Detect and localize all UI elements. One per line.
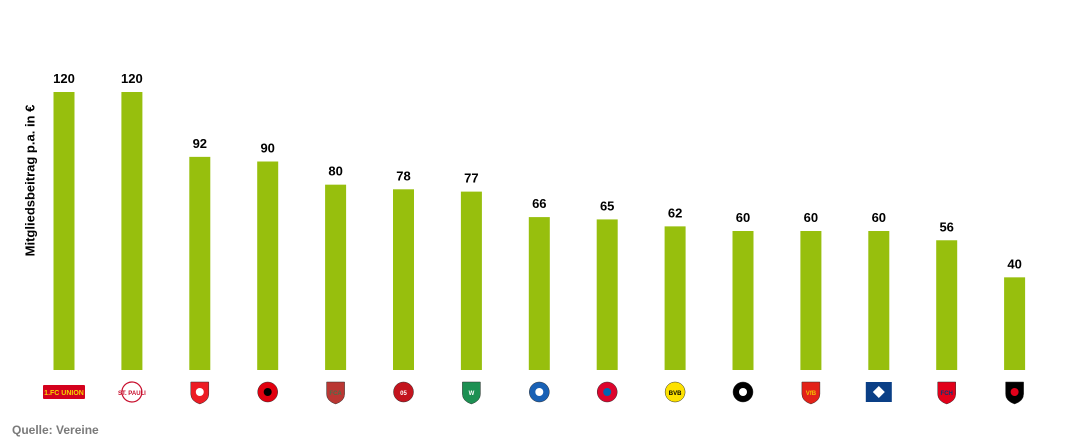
bar <box>257 161 279 370</box>
logo-detail <box>195 388 204 396</box>
bar <box>800 231 822 370</box>
st-pauli-logo-icon: ST. PAULI <box>118 381 146 403</box>
data-label: 78 <box>396 168 410 183</box>
logo-shape <box>43 385 85 399</box>
bar <box>1004 277 1026 370</box>
data-label: 120 <box>121 71 143 86</box>
logo-shape <box>393 381 414 403</box>
logo-shape <box>462 381 481 405</box>
freiburg-logo-icon <box>1005 381 1024 405</box>
bar <box>596 219 618 370</box>
data-label: 40 <box>1007 256 1021 271</box>
data-label: 92 <box>193 136 207 151</box>
heidenheim-logo-icon: FCH <box>937 381 956 405</box>
bar <box>868 231 890 370</box>
data-label: 66 <box>532 196 546 211</box>
bar <box>121 92 143 370</box>
source-note: Quelle: Vereine <box>12 423 99 437</box>
dortmund-logo-icon: BVB <box>664 381 686 403</box>
data-label: 120 <box>53 71 75 86</box>
data-label: 60 <box>804 210 818 225</box>
hoffenheim-logo-icon <box>529 381 550 403</box>
mainz-logo-icon: 05 <box>393 381 414 403</box>
data-label: 60 <box>736 210 750 225</box>
logo-shape <box>801 381 821 405</box>
bar <box>189 156 211 370</box>
bar <box>460 191 482 370</box>
frankfurt-logo-icon <box>257 381 278 403</box>
koeln-logo-icon <box>190 381 210 405</box>
logo-text: 05 <box>400 391 407 397</box>
bar <box>53 92 75 370</box>
bar <box>936 240 958 370</box>
bar <box>664 226 686 370</box>
logo-text: FCA <box>329 391 342 397</box>
bar <box>325 184 347 370</box>
data-label: 62 <box>668 205 682 220</box>
logo-text: ST. PAULI <box>118 391 146 397</box>
union-berlin-logo-icon: 1.FC UNION <box>43 385 85 399</box>
logo-detail <box>872 386 885 398</box>
werder-logo-icon: W <box>462 381 481 405</box>
bar <box>528 217 550 370</box>
logo-text: VfB <box>806 391 817 397</box>
logo-shape <box>326 381 345 405</box>
data-label: 60 <box>872 210 886 225</box>
logo-shape <box>664 381 686 403</box>
stuttgart-logo-icon: VfB <box>801 381 821 405</box>
data-label: 80 <box>328 164 342 179</box>
logo-shape <box>121 381 143 403</box>
logo-shape <box>937 381 956 405</box>
bar <box>732 231 754 370</box>
bayern-logo-icon <box>596 381 618 403</box>
logo-detail <box>263 388 272 396</box>
logo-text: 1.FC UNION <box>44 390 84 397</box>
bar <box>393 189 414 370</box>
logo-detail <box>603 388 612 396</box>
data-label: 90 <box>260 141 274 156</box>
augsburg-logo-icon: FCA <box>326 381 345 405</box>
data-label: 77 <box>464 171 478 186</box>
y-axis-label: Mitgliedsbeitrag p.a. in € <box>22 104 38 256</box>
logo-detail <box>739 388 747 396</box>
y-axis-label-box: Mitgliedsbeitrag p.a. in € <box>20 75 40 285</box>
data-label: 56 <box>939 219 953 234</box>
data-label: 65 <box>600 198 614 213</box>
logo-text: W <box>469 391 475 397</box>
logo-detail <box>535 388 544 396</box>
logo-detail <box>1010 388 1019 396</box>
hsv-logo-icon <box>865 382 892 402</box>
logo-text: FCH <box>941 391 953 397</box>
logo-text: BVB <box>669 391 682 397</box>
gladbach-logo-icon <box>732 381 754 403</box>
